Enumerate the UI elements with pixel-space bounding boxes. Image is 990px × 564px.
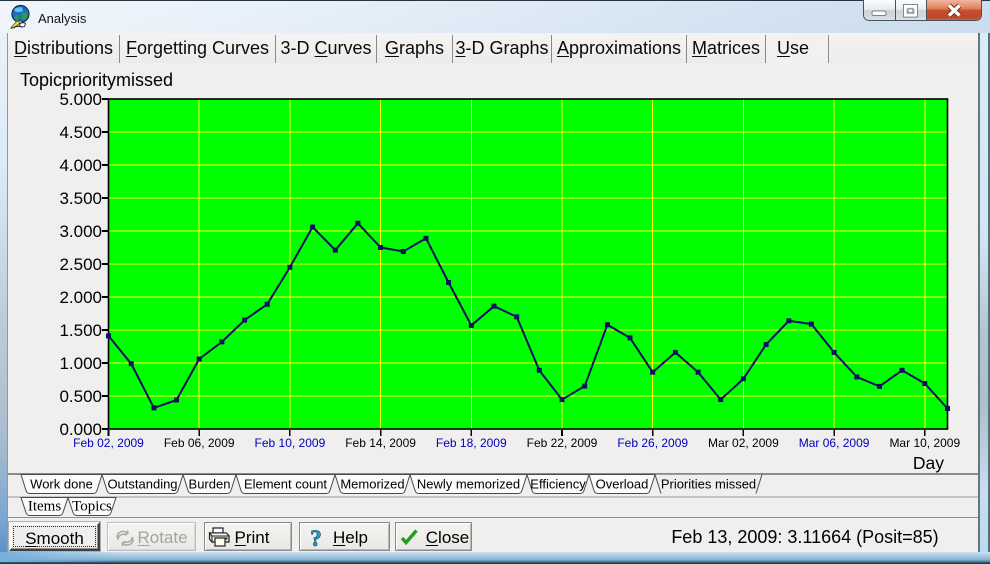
svg-text:Items: Items	[28, 499, 61, 515]
svg-text:Memorized: Memorized	[340, 477, 404, 492]
svg-text:Element count: Element count	[244, 477, 327, 492]
svg-text:Feb 02, 2009: Feb 02, 2009	[73, 436, 144, 450]
svg-text:1.500: 1.500	[59, 321, 102, 340]
svg-text:Mar 10, 2009: Mar 10, 2009	[889, 436, 960, 450]
svg-text:Feb 14, 2009: Feb 14, 2009	[345, 436, 416, 450]
svg-text:Topics: Topics	[72, 499, 112, 515]
svg-text:Feb 26, 2009: Feb 26, 2009	[617, 436, 688, 450]
svg-text:Burden: Burden	[189, 477, 231, 492]
svg-text:Outstanding: Outstanding	[107, 477, 177, 492]
svg-text:0.500: 0.500	[59, 387, 102, 406]
svg-text:Overload: Overload	[596, 477, 649, 492]
svg-text:0.000: 0.000	[59, 420, 102, 439]
svg-text:Newly memorized: Newly memorized	[417, 477, 520, 492]
svg-text:Priorities missed: Priorities missed	[661, 477, 756, 492]
svg-text:3.500: 3.500	[59, 189, 102, 208]
svg-text:2.500: 2.500	[59, 255, 102, 274]
svg-text:4.500: 4.500	[59, 123, 102, 142]
svg-text:Efficiency: Efficiency	[530, 477, 586, 492]
svg-text:Mar 06, 2009: Mar 06, 2009	[799, 436, 870, 450]
svg-text:Feb 06, 2009: Feb 06, 2009	[164, 436, 235, 450]
svg-text:1.000: 1.000	[59, 354, 102, 373]
svg-text:Feb 18, 2009: Feb 18, 2009	[436, 436, 507, 450]
svg-text:5.000: 5.000	[59, 90, 102, 109]
svg-text:Topicprioritymissed: Topicprioritymissed	[20, 70, 173, 90]
svg-text:Feb 10, 2009: Feb 10, 2009	[255, 436, 326, 450]
svg-text:3.000: 3.000	[59, 222, 102, 241]
svg-text:Feb 22, 2009: Feb 22, 2009	[527, 436, 598, 450]
svg-text:4.000: 4.000	[59, 156, 102, 175]
svg-text:Day: Day	[913, 453, 944, 473]
svg-text:2.000: 2.000	[59, 288, 102, 307]
svg-text:Mar 02, 2009: Mar 02, 2009	[708, 436, 779, 450]
svg-text:Work done: Work done	[30, 477, 93, 492]
svg-text:?: ?	[310, 526, 322, 551]
